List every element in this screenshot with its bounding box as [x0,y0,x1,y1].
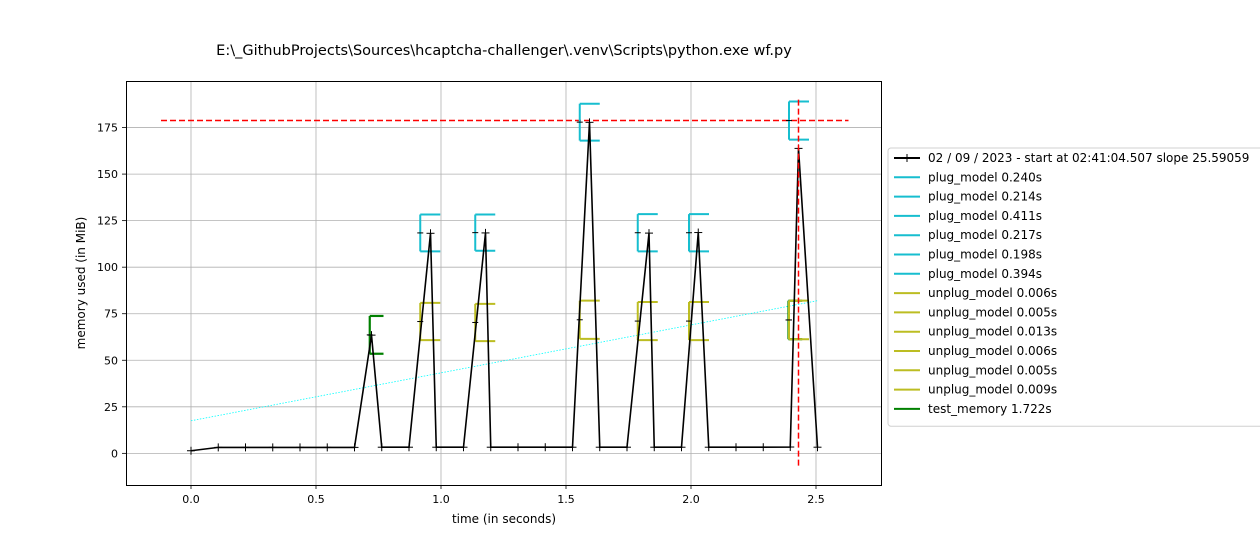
y-tick-label: 0 [111,447,118,460]
memory-sample-point [585,118,594,127]
legend-label: unplug_model 0.006s [928,344,1057,358]
legend-entry: unplug_model 0.006s [894,286,1057,300]
memory-sample-point [486,443,495,452]
memory-sample-point [268,443,277,452]
legend-entry: plug_model 0.217s [894,228,1042,242]
y-tick-label: 25 [104,401,118,414]
x-tick-label: 0.5 [307,493,325,506]
y-axis-label: memory used (in MiB) [74,217,88,350]
legend-label: plug_model 0.217s [928,228,1042,242]
memory-sample-point [541,443,550,452]
plot-frame [126,81,882,486]
memory-sample-point [514,443,522,452]
legend-label: plug_model 0.214s [928,190,1042,204]
legend-label: 02 / 09 / 2023 - start at 02:41:04.507 s… [928,151,1249,165]
memory-sample-point [813,443,822,452]
trend-line [190,300,818,422]
y-tick-label: 150 [97,168,118,181]
chart-title: E:\_GithubProjects\Sources\hcaptcha-chal… [216,43,792,59]
memory-sample-point [786,443,795,452]
y-axis-ticks: 0 25 50 75 100 125 150 175 [97,122,126,460]
legend-label: unplug_model 0.013s [928,325,1057,339]
memory-sample-point [759,443,768,452]
legend-entry: unplug_model 0.006s [894,344,1057,358]
y-tick-label: 100 [97,261,118,274]
memory-sample-point [623,443,631,452]
plot-marks [161,99,849,467]
memory-sample-point [568,443,577,452]
legend-entry: unplug_model 0.005s [894,363,1057,377]
x-tick-label: 2.0 [682,493,700,506]
memory-sample-point [405,443,413,452]
legend-entry: 02 / 09 / 2023 - start at 02:41:04.507 s… [894,151,1249,165]
memory-sample-point [704,443,713,452]
legend-box [887,147,1260,427]
memory-sample-point [432,443,441,452]
legend-entry: plug_model 0.394s [894,267,1042,281]
legend-label: unplug_model 0.009s [928,383,1057,397]
memory-sample-point [481,228,490,237]
legend-label: test_memory 1.722s [928,402,1052,416]
memory-sample-point [732,443,740,452]
memory-sample-point [645,229,653,238]
legend-entry: plug_model 0.198s [894,248,1042,262]
legend-label: unplug_model 0.005s [928,363,1057,377]
legend-label: plug_model 0.411s [928,209,1042,223]
x-tick-label: 0.0 [182,493,200,506]
x-tick-label: 1.5 [557,493,575,506]
memory-sample-point [426,229,435,238]
legend-entry: plug_model 0.214s [894,190,1042,204]
legend-entry: unplug_model 0.009s [894,383,1057,397]
memory-sample-point [296,443,304,452]
legend-entry: unplug_model 0.005s [894,305,1057,319]
y-tick-label: 75 [104,308,118,321]
memory-usage-line [190,122,819,452]
memory-sample-point [187,446,195,455]
memory-sample-point [595,443,604,452]
memory-sample-point [694,228,703,237]
x-axis-label: time (in seconds) [452,512,556,526]
memory-sample-point [214,443,223,452]
legend-entry: test_memory 1.722s [894,402,1052,416]
legend-entry: plug_model 0.240s [894,170,1042,184]
legend-label: plug_model 0.394s [928,267,1042,281]
legend-label: unplug_model 0.006s [928,286,1057,300]
legend-entry: plug_model 0.411s [894,209,1042,223]
y-tick-label: 50 [104,354,118,367]
legend-label: unplug_model 0.005s [928,305,1057,319]
legend-label: plug_model 0.198s [928,248,1042,262]
memory-sample-point [241,443,250,452]
grid-lines [126,81,881,485]
memory-sample-point [350,443,359,452]
x-tick-label: 2.5 [807,493,825,506]
legend-label: plug_model 0.240s [928,170,1042,184]
legend: 02 / 09 / 2023 - start at 02:41:04.507 s… [887,147,1260,427]
x-axis-ticks: 0.0 0.5 1.0 1.5 2.0 2.5 [182,485,825,506]
y-tick-label: 125 [97,215,118,228]
x-tick-label: 1.0 [432,493,450,506]
memory-sample-point [459,443,468,452]
memory-sample-point [367,331,376,340]
y-tick-label: 175 [97,122,118,135]
legend-entry: unplug_model 0.013s [894,325,1057,339]
memory-sample-point [677,443,686,452]
memory-sample-point [323,443,332,452]
memory-sample-point [377,443,386,452]
memory-sample-point [650,443,659,452]
